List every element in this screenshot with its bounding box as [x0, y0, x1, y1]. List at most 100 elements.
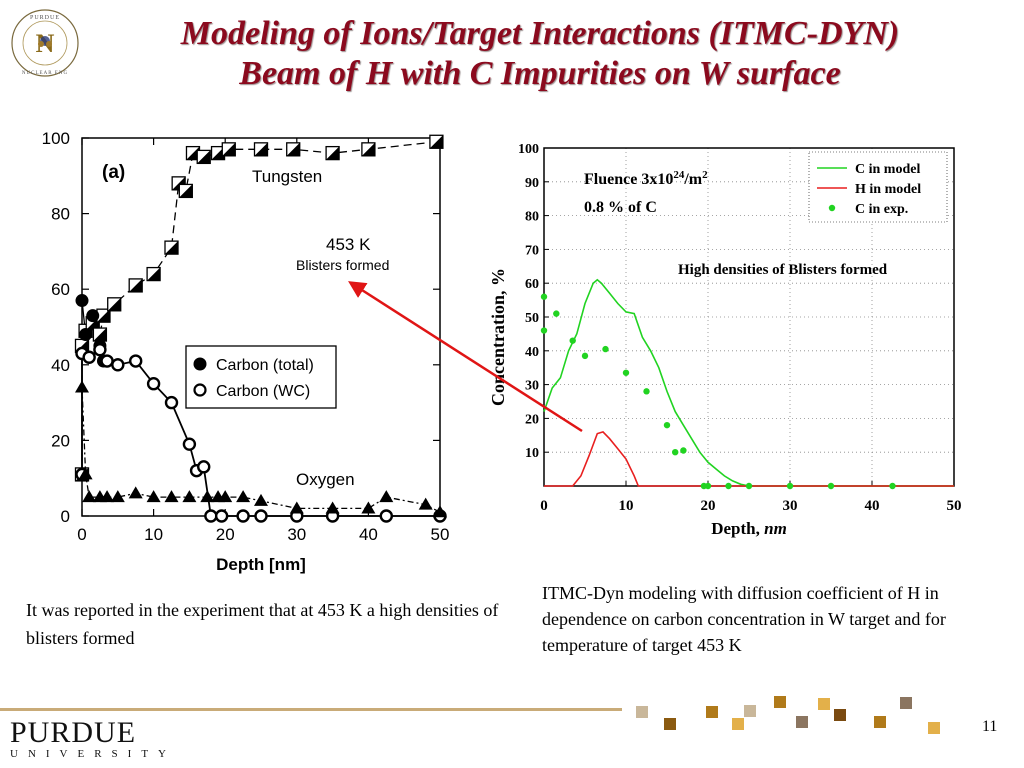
legend-label: C in model [855, 162, 920, 177]
chart-annotation: Blisters formed [296, 257, 389, 273]
c-in-exp-point [786, 482, 794, 490]
c-in-exp-point [553, 310, 560, 317]
legend-label: Carbon (WC) [216, 383, 310, 400]
carbon-total-marker [75, 294, 89, 308]
y-tick-label: 40 [525, 345, 539, 360]
carbon-wc-marker [236, 509, 250, 523]
deco-square [732, 718, 744, 730]
legend-swatch [828, 204, 836, 212]
c-in-exp-point [672, 449, 679, 456]
y-tick-label: 20 [51, 431, 70, 450]
slide-title: Modeling of Ions/Target Interactions (IT… [90, 14, 990, 94]
carbon-wc-marker [164, 395, 179, 410]
tungsten-marker-fill [326, 146, 340, 160]
y-tick-label: 30 [525, 379, 539, 394]
c-in-exp-point [827, 482, 835, 490]
x-tick-label: 30 [287, 525, 306, 544]
legend-label: Carbon (total) [216, 357, 314, 374]
deco-square [928, 722, 940, 734]
y-tick-label: 60 [51, 280, 70, 299]
x-tick-label: 20 [701, 498, 716, 514]
x-tick-label: 0 [540, 498, 548, 514]
y-tick-label: 10 [525, 446, 539, 461]
x-tick-label: 40 [359, 525, 378, 544]
legend-label: H in model [855, 182, 921, 197]
oxygen-marker [361, 501, 376, 514]
carbon-wc-marker [146, 377, 161, 391]
y-tick-label: 0 [61, 507, 70, 526]
x-tick-label: 40 [865, 498, 880, 514]
chart-annotation: Oxygen [296, 470, 355, 489]
oxygen-marker [128, 486, 143, 499]
c-in-exp-point [540, 293, 548, 300]
carbon-total-marker [86, 309, 100, 323]
deco-square [636, 706, 648, 718]
c-in-exp-point [680, 447, 687, 454]
oxygen-marker [254, 493, 268, 506]
deco-square [834, 709, 846, 721]
y-tick-label: 100 [518, 142, 539, 157]
c-in-exp-point [643, 388, 650, 395]
svg-text:NUCLEAR ENG: NUCLEAR ENG [22, 71, 68, 76]
tungsten-marker-fill [429, 135, 443, 149]
oxygen-marker [289, 501, 304, 514]
fluence-annotation: Fluence 3x1024/m2 [584, 169, 708, 188]
chart-annotation: 453 K [326, 235, 371, 254]
carbon-wc-marker [100, 354, 114, 368]
oxygen-marker [75, 380, 89, 393]
tungsten-marker-fill [93, 328, 107, 342]
tungsten-marker-fill [107, 297, 121, 311]
oxygen-marker [110, 490, 125, 503]
y-tick-label: 80 [51, 205, 70, 224]
caption-right: ITMC-Dyn modeling with diffusion coeffic… [542, 583, 946, 655]
deco-square [664, 718, 676, 730]
oxygen-marker [146, 490, 161, 503]
title-line-1: Modeling of Ions/Target Interactions (IT… [180, 15, 900, 52]
right-chart: 0 10 20 30 40 50 10 20 30 40 50 60 70 80 90 100 Depth, n… [488, 142, 962, 538]
series-line-c-in-model [543, 278, 954, 487]
c-in-exp-point [540, 327, 548, 334]
oxygen-marker [164, 490, 179, 503]
tungsten-marker-fill [222, 142, 236, 156]
oxygen-marker [82, 490, 97, 503]
y-tick-label: 60 [525, 277, 539, 292]
blisters-annotation: High densities of Blisters formed [678, 262, 888, 278]
carbon-wc-marker [82, 350, 96, 364]
oxygen-marker [182, 490, 197, 503]
x-tick-label: 0 [77, 525, 86, 544]
carbon-wc-marker [197, 460, 211, 474]
oxygen-marker [100, 490, 115, 503]
c-in-exp-point [663, 421, 671, 429]
panel-label: (a) [102, 162, 125, 183]
carbon-percent-annotation: 0.8 % of C [584, 199, 657, 216]
nuclear-seal-icon: N PURDUE NUCLEAR ENG [11, 9, 79, 77]
tungsten-marker-fill [254, 142, 268, 156]
purdue-nuclear-engineering-logo: N PURDUE NUCLEAR ENG [10, 8, 80, 78]
y-axis-label: Concentration, % [488, 268, 508, 406]
c-in-exp-point [569, 337, 576, 344]
x-tick-label: 10 [619, 498, 634, 514]
purdue-word: PURDUE [10, 716, 137, 749]
purdue-wordmark: PURDUE UNIVERSITY [10, 716, 176, 760]
carbon-wc-marker [204, 509, 218, 523]
y-tick-label: 70 [525, 243, 539, 258]
oxygen-marker [418, 497, 433, 510]
deco-square [706, 706, 718, 718]
oxygen-marker [433, 505, 447, 518]
x-tick-label: 30 [783, 498, 798, 514]
tungsten-marker-fill [179, 184, 193, 198]
y-tick-label: 80 [525, 210, 539, 225]
c-in-exp-point [581, 352, 589, 360]
carbon-wc-marker [254, 509, 268, 523]
y-tick-label: 50 [525, 311, 539, 326]
carbon-total-marker [79, 328, 93, 342]
legend-filled-circle [193, 357, 207, 371]
carbon-wc-marker [128, 354, 143, 368]
oxygen-marker [325, 501, 340, 514]
university-word: UNIVERSITY [10, 748, 176, 760]
carbon-wc-marker [182, 437, 197, 451]
x-tick-label: 20 [216, 525, 235, 544]
c-in-exp-point [602, 345, 609, 353]
carbon-wc-marker [214, 509, 229, 523]
oxygen-marker [379, 490, 394, 503]
